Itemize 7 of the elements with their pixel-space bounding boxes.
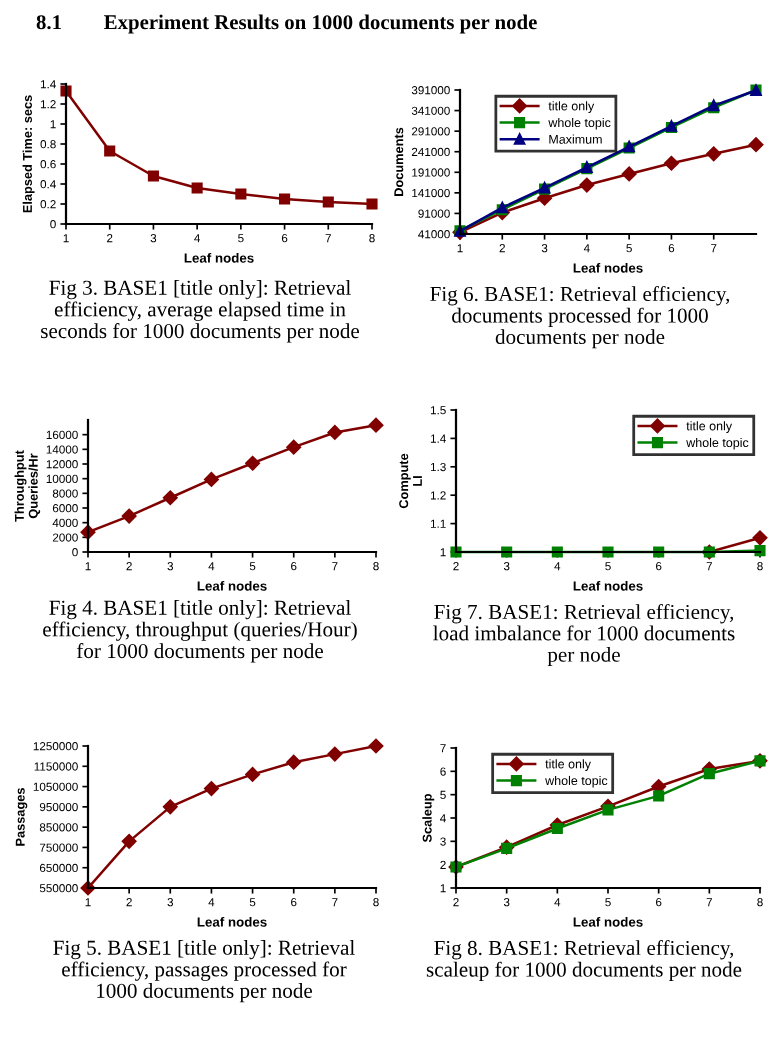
chart-title: 8.1 Experiment Results on 1000 documents per node [36,14,537,34]
caption: Fig 6. BASE1: Retrieval efficiency, documents processed for 1000 documents per node [430,286,730,349]
caption: Fig 3. BASE1 [title only]: Retrieval efficiency, average elapsed time in seconds for 1000 documents per node [41,280,360,343]
caption: Fig 4. BASE1 [title only]: Retrieval efficiency, throughput (queries/Hour) for 1000 documents per node [43,600,357,663]
caption: Fig 8. BASE1: Retrieval efficiency, scaleup for 1000 documents per node [426,940,742,982]
caption: Fig 5. BASE1 [title only]: Retrieval efficiency, passages processed for 1000 documents per node [53,940,355,1003]
caption: Fig 7. BASE1: Retrieval efficiency, load imbalance for 1000 documents per node [433,604,735,667]
